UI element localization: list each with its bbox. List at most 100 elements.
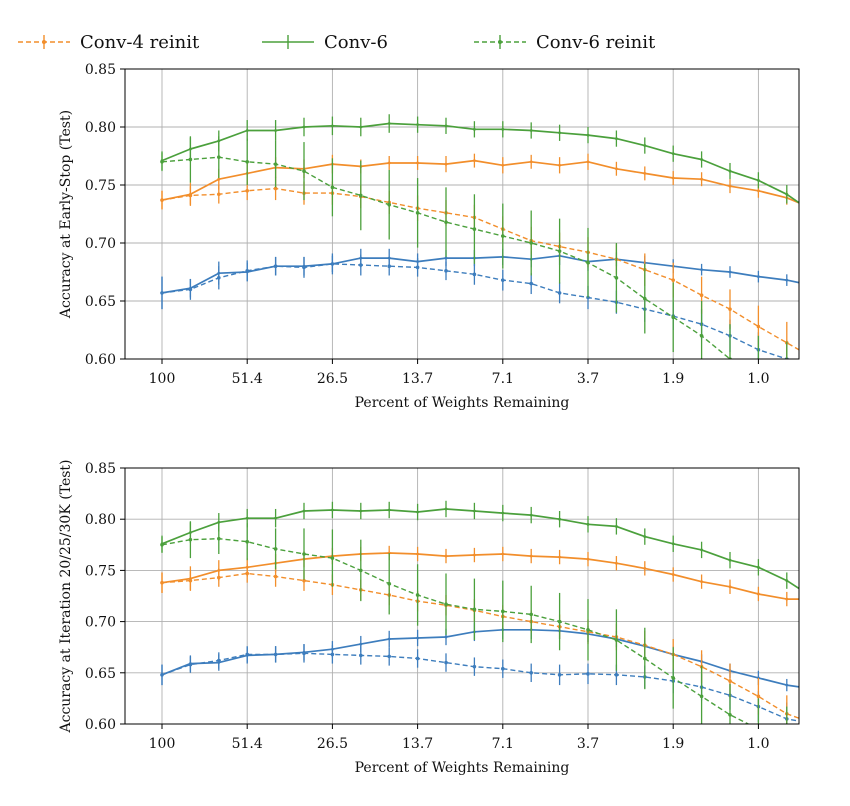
data-point [671, 573, 675, 576]
x-tick-label: 3.7 [577, 736, 599, 752]
data-point [188, 662, 193, 667]
data-point [359, 125, 363, 129]
data-point [444, 124, 448, 128]
data-point [529, 513, 533, 517]
legend-item: Conv-4 reinit [18, 32, 200, 53]
legend-marker [42, 40, 46, 44]
series-line [161, 122, 799, 204]
data-point [501, 278, 505, 282]
y-tick-label: 0.70 [85, 236, 116, 252]
data-point [615, 561, 618, 565]
data-point [700, 548, 703, 552]
data-point [387, 508, 391, 512]
data-point [757, 189, 760, 193]
data-point [415, 265, 420, 270]
data-point [387, 551, 391, 555]
data-point [359, 509, 363, 513]
data-point [416, 636, 419, 640]
data-point [757, 178, 760, 182]
data-point [387, 161, 391, 165]
data-point [472, 272, 477, 277]
data-point [814, 598, 817, 601]
data-point [757, 275, 760, 279]
panel-iteration: 0.60 0.65 0.70 0.75 0.80 0.85 100 51.4 26.5 13.7 7… [58, 459, 817, 776]
data-point [245, 160, 249, 164]
legend-label: Conv-6 reinit [536, 32, 656, 53]
data-point [813, 360, 817, 364]
data-point [586, 295, 590, 300]
data-point [188, 578, 193, 583]
y-tick-label: 0.85 [85, 62, 116, 78]
data-point [444, 602, 448, 606]
data-point [671, 542, 675, 546]
data-point [728, 169, 732, 173]
plot-background [125, 69, 799, 359]
axes-frame [124, 68, 800, 360]
data-point [302, 125, 306, 129]
data-point [728, 585, 732, 589]
data-point [614, 638, 619, 642]
series-line [161, 572, 799, 719]
data-point [444, 635, 448, 639]
y-tick-label: 0.75 [85, 563, 116, 579]
y-tick-label: 0.80 [85, 512, 116, 528]
data-point [416, 510, 419, 514]
data-point [671, 278, 675, 282]
legend: Conv-4 reinit Conv-6 Conv-6 reinit [18, 32, 656, 53]
data-point [245, 129, 249, 132]
data-point [615, 524, 618, 528]
data-point [217, 520, 221, 524]
y-axis-label: Accuracy at Early-Stop (Test) [58, 110, 74, 319]
data-point [586, 672, 590, 676]
data-point [643, 144, 647, 147]
y-tick-label: 0.60 [85, 352, 116, 368]
data-point [529, 612, 533, 617]
data-point [785, 579, 789, 583]
x-tick-label: 13.7 [402, 736, 433, 752]
data-point [217, 536, 221, 541]
data-point [814, 213, 817, 216]
data-point [331, 124, 334, 128]
legend-item: Conv-6 reinit [474, 32, 656, 53]
data-point [302, 578, 306, 583]
data-point [387, 264, 392, 269]
data-point [273, 574, 278, 579]
data-point [387, 637, 391, 641]
data-point [699, 293, 704, 298]
panel-early-stop: 0.60 0.65 0.70 0.75 0.80 0.85 100 51.4 26.5 13.7 7… [58, 62, 817, 411]
x-tick-label: 1.0 [747, 371, 769, 387]
y-tick-label: 0.80 [85, 120, 116, 136]
data-point [813, 380, 817, 384]
data-point [415, 593, 420, 597]
data-point [188, 287, 193, 292]
data-point [785, 683, 789, 687]
data-point [273, 547, 278, 551]
data-point [444, 162, 448, 166]
data-point [217, 192, 221, 197]
data-point [557, 291, 562, 295]
data-point [416, 552, 419, 556]
x-tick-label: 7.1 [492, 736, 514, 752]
data-point [245, 189, 249, 193]
plot-area [160, 500, 817, 724]
data-point [757, 592, 760, 596]
data-point [756, 324, 761, 329]
data-point [444, 256, 448, 260]
y-tick-label: 0.65 [85, 666, 116, 682]
data-point [671, 676, 675, 680]
data-point [700, 580, 703, 584]
data-point [245, 539, 249, 544]
data-point [785, 192, 789, 196]
data-point [501, 552, 505, 556]
data-point [302, 509, 306, 513]
data-point [813, 357, 817, 361]
data-point [615, 137, 618, 141]
data-point [387, 654, 392, 659]
data-point [160, 673, 164, 677]
data-point [359, 263, 363, 267]
y-tick-label: 0.60 [85, 717, 116, 733]
data-point [245, 516, 249, 520]
y-tick-label: 0.65 [85, 294, 116, 310]
data-point [529, 554, 533, 558]
